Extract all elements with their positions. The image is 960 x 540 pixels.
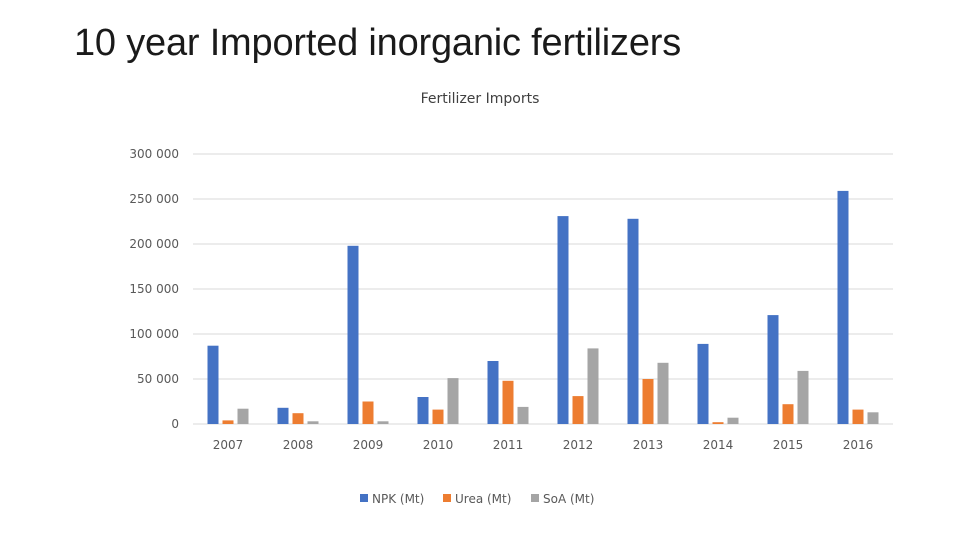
y-tick-label: 300 000 bbox=[129, 147, 179, 161]
y-tick-label: 150 000 bbox=[129, 282, 179, 296]
bar-soa-2007 bbox=[237, 408, 249, 424]
legend-swatch bbox=[360, 494, 368, 502]
bar-urea-2011 bbox=[502, 380, 514, 424]
bar-npk-2008 bbox=[277, 407, 289, 424]
bar-urea-2008 bbox=[292, 413, 304, 424]
y-tick-label: 50 000 bbox=[137, 372, 179, 386]
y-tick-label: 200 000 bbox=[129, 237, 179, 251]
x-axis-ticks: 2007 2008 2009 2010 2011 2012 2013 2014 2015 2016 bbox=[213, 438, 874, 452]
x-tick-label: 2010 bbox=[423, 438, 454, 452]
bar-urea-2014 bbox=[712, 422, 724, 424]
x-tick-label: 2016 bbox=[843, 438, 874, 452]
bar-npk-2012 bbox=[557, 216, 569, 424]
legend-label: Urea (Mt) bbox=[455, 492, 511, 506]
bar-soa-2009 bbox=[377, 421, 389, 424]
legend-label: NPK (Mt) bbox=[372, 492, 424, 506]
bar-npk-2007 bbox=[207, 345, 219, 424]
bar-npk-2011 bbox=[487, 361, 499, 424]
bar-npk-2014 bbox=[697, 343, 709, 424]
bar-soa-2010 bbox=[447, 378, 459, 424]
x-tick-label: 2013 bbox=[633, 438, 664, 452]
x-tick-label: 2009 bbox=[353, 438, 384, 452]
bar-urea-2016 bbox=[852, 409, 864, 424]
bar-soa-2016 bbox=[867, 412, 879, 424]
legend-swatch bbox=[443, 494, 451, 502]
legend-swatch bbox=[531, 494, 539, 502]
bar-urea-2007 bbox=[222, 420, 234, 424]
x-tick-label: 2014 bbox=[703, 438, 734, 452]
chart-title: Fertilizer Imports bbox=[421, 91, 540, 107]
bar-soa-2008 bbox=[307, 421, 319, 424]
bar-urea-2013 bbox=[642, 379, 654, 424]
bar-soa-2014 bbox=[727, 417, 739, 424]
y-tick-label: 0 bbox=[171, 417, 179, 431]
bars bbox=[207, 190, 879, 424]
bar-soa-2013 bbox=[657, 362, 669, 424]
bar-npk-2015 bbox=[767, 315, 779, 424]
y-axis-ticks: 0 50 000 100 000 150 000 200 000 250 000 300 0… bbox=[129, 147, 179, 431]
bar-urea-2015 bbox=[782, 404, 794, 424]
bar-npk-2016 bbox=[837, 190, 849, 424]
x-tick-label: 2008 bbox=[283, 438, 314, 452]
bar-soa-2011 bbox=[517, 406, 529, 424]
x-tick-label: 2011 bbox=[493, 438, 524, 452]
x-tick-label: 2012 bbox=[563, 438, 594, 452]
y-tick-label: 100 000 bbox=[129, 327, 179, 341]
bar-soa-2012 bbox=[587, 348, 599, 424]
legend-label: SoA (Mt) bbox=[543, 492, 594, 506]
bar-npk-2009 bbox=[347, 245, 359, 424]
bar-soa-2015 bbox=[797, 370, 809, 424]
bar-npk-2013 bbox=[627, 218, 639, 424]
y-tick-label: 250 000 bbox=[129, 192, 179, 206]
bar-npk-2010 bbox=[417, 397, 429, 424]
bar-urea-2009 bbox=[362, 401, 374, 424]
gridlines bbox=[193, 153, 893, 425]
slide-title: 10 year Imported inorganic fertilizers bbox=[74, 22, 682, 64]
x-tick-label: 2007 bbox=[213, 438, 244, 452]
legend: NPK (Mt) Urea (Mt) SoA (Mt) bbox=[360, 492, 594, 506]
bar-urea-2012 bbox=[572, 396, 584, 424]
x-tick-label: 2015 bbox=[773, 438, 804, 452]
bar-urea-2010 bbox=[432, 409, 444, 424]
